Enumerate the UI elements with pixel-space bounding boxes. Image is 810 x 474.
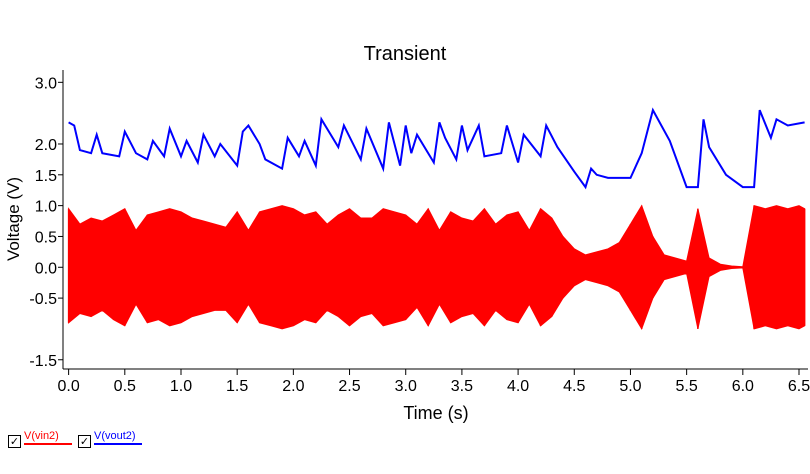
x-tick-label: 4.5 (563, 378, 585, 395)
legend-checkbox-vin2[interactable]: ✓ (8, 435, 21, 448)
plot-area (67, 107, 806, 331)
x-tick-label: 3.0 (395, 378, 417, 395)
x-tick-label: 5.5 (676, 378, 698, 395)
legend-checkbox-vout2[interactable]: ✓ (78, 435, 91, 448)
x-tick-label: 2.0 (282, 378, 304, 395)
x-tick-label: 0.0 (57, 378, 79, 395)
x-tick-label: 2.5 (338, 378, 360, 395)
y-tick-label: -1.5 (29, 353, 57, 370)
legend-label-vout2: V(vout2) (94, 430, 136, 442)
x-tick-label: 3.5 (451, 378, 473, 395)
x-tick-label: 4.0 (507, 378, 529, 395)
y-tick-label: 1.5 (35, 168, 57, 185)
y-tick-label: 0.5 (35, 229, 57, 246)
y-tick-label: 2.0 (35, 137, 57, 154)
x-axis-label: Time (s) (403, 403, 468, 423)
x-tick-label: 0.5 (114, 378, 136, 395)
y-tick-label: -0.5 (29, 291, 57, 308)
legend-swatch-vin2 (24, 443, 72, 445)
legend-swatch-vout2 (94, 443, 142, 445)
series-vin2-envelope (68, 204, 806, 331)
y-tick-label: 3.0 (35, 75, 57, 92)
x-tick-label: 1.0 (170, 378, 192, 395)
y-tick-label: 0.0 (35, 260, 57, 277)
x-tick-label: 1.5 (226, 378, 248, 395)
y-axis-ticks: 3.0 2.0 1.5 1.0 0.5 0.0 -0.5 -1.5 (29, 75, 63, 370)
chart-title: Transient (364, 43, 447, 65)
legend-item-vout2[interactable]: ✓ V(vout2) (78, 430, 142, 450)
series-vout2-line (68, 107, 805, 190)
y-axis-label: Voltage (V) (4, 177, 23, 261)
x-tick-label: 5.0 (619, 378, 641, 395)
legend-label-vin2: V(vin2) (24, 430, 59, 442)
x-tick-label: 6.5 (788, 378, 810, 395)
y-tick-label: 1.0 (35, 199, 57, 216)
legend-item-vin2[interactable]: ✓ V(vin2) (8, 430, 72, 450)
x-axis-ticks: 0.0 0.5 1.0 1.5 2.0 2.5 3.0 3.5 4.0 4.5 5.0 5.5 6.0 6… (57, 369, 810, 395)
x-tick-label: 6.0 (732, 378, 754, 395)
